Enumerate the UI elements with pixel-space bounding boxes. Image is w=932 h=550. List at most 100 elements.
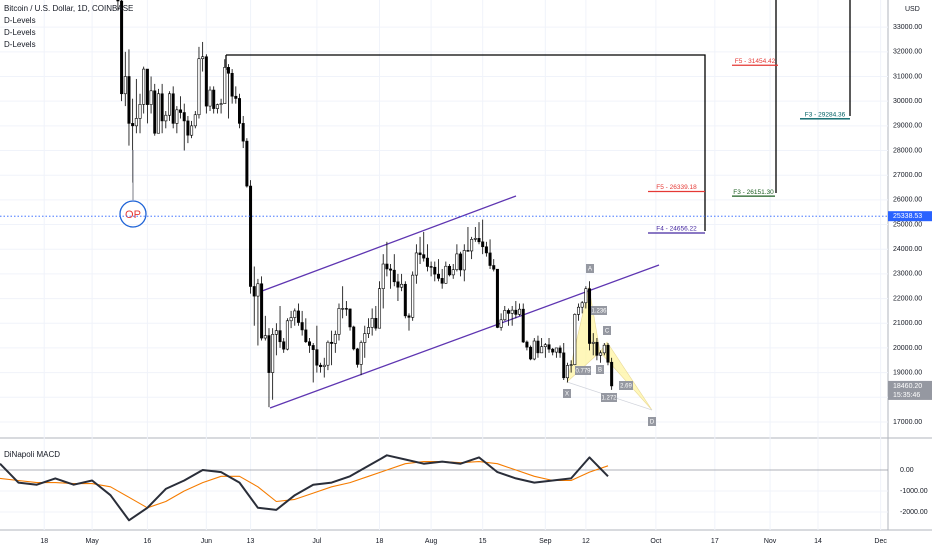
candle-body — [330, 341, 334, 344]
label-box — [563, 389, 571, 398]
candle-body — [230, 72, 234, 97]
price-label: 25338.53 — [893, 213, 922, 220]
x-tick-label: 18 — [40, 538, 48, 545]
candle-body — [569, 364, 573, 366]
candle-body — [573, 314, 577, 366]
candle-body — [459, 253, 463, 271]
pattern-point: C — [605, 329, 610, 335]
candle-body — [204, 56, 208, 107]
candle-body — [389, 268, 393, 271]
candle-body — [127, 76, 131, 124]
candle-body — [319, 364, 323, 367]
y-tick-label: 21000.00 — [893, 320, 922, 327]
candle-body — [392, 269, 396, 283]
candle-body — [576, 306, 580, 315]
x-tick-label: 12 — [582, 538, 590, 545]
candle-body — [208, 89, 212, 107]
candle-body — [359, 342, 363, 365]
label-box — [586, 264, 594, 273]
candle-body — [293, 310, 297, 318]
candle-body — [536, 340, 540, 354]
x-tick-label: May — [85, 538, 99, 545]
candle-body — [344, 308, 348, 310]
candle-body — [518, 308, 522, 315]
candle-body — [481, 241, 485, 248]
last-price-box — [888, 380, 932, 400]
label-box — [575, 366, 591, 375]
candle-body — [448, 265, 452, 276]
candle-body — [543, 344, 547, 347]
candle-body — [337, 308, 341, 335]
candle-body — [263, 335, 267, 339]
candle-body — [477, 238, 481, 243]
macd-tick-label: -1000.00 — [900, 488, 928, 495]
candle-body — [606, 344, 610, 363]
candle-body — [333, 334, 337, 344]
candle-body — [149, 90, 153, 105]
candle-body — [565, 365, 569, 379]
candle-body — [411, 274, 415, 318]
candle-body — [285, 320, 289, 350]
candle-body — [429, 266, 433, 268]
candle-body — [182, 112, 186, 122]
pattern-ratio: 1.272 — [601, 396, 617, 402]
macd-line — [0, 454, 609, 522]
candle-body — [462, 250, 466, 271]
macd-tick-label: 0.00 — [900, 467, 914, 474]
label-box — [596, 365, 604, 374]
candle-body — [562, 352, 566, 379]
candle-body — [422, 254, 426, 259]
channel-line — [261, 195, 517, 292]
candle-body — [418, 252, 422, 255]
y-tick-label: 22000.00 — [893, 295, 922, 302]
label-box — [603, 326, 611, 335]
pattern-point: X — [565, 392, 569, 398]
candle-body — [123, 76, 127, 95]
y-tick-label: 27000.00 — [893, 172, 922, 179]
candle-body — [153, 90, 157, 134]
chart-title: Bitcoin / U.S. Dollar, 1D, COINBASE — [4, 4, 133, 13]
candle-body — [267, 335, 271, 373]
candle-body — [492, 265, 496, 270]
price-label-box — [888, 211, 932, 222]
candle-body — [300, 322, 304, 331]
x-tick-label: Nov — [764, 538, 777, 545]
candle-body — [138, 104, 142, 119]
candle-body — [433, 266, 437, 275]
op-label: OP — [125, 209, 141, 221]
label-box — [619, 381, 633, 390]
y-tick-label: 20000.00 — [893, 345, 922, 352]
candle-body — [164, 114, 168, 122]
candle-body — [558, 347, 562, 354]
candle-body — [190, 125, 194, 136]
candle-body — [219, 103, 223, 105]
candle-body — [407, 315, 411, 318]
label-box — [648, 417, 656, 426]
x-tick-label: Aug — [425, 538, 438, 545]
macd-line — [0, 461, 609, 509]
candle-body — [234, 95, 238, 99]
candle-body — [260, 283, 264, 339]
candle-body — [599, 352, 603, 356]
indicator-label: D-Levels — [4, 28, 36, 37]
candle-body — [381, 263, 385, 290]
candle-body — [223, 67, 227, 104]
countdown-label: 15:35:46 — [893, 392, 920, 399]
pattern-labels: X A B C D 0.779 1.236 2.69 1.272 — [563, 264, 656, 426]
x-tick-label: Jul — [312, 538, 321, 545]
last-price-label: 18460.20 — [893, 383, 922, 390]
candle-body — [532, 340, 536, 360]
indicator-label: D-Levels — [4, 40, 36, 49]
y-tick-label: 24000.00 — [893, 246, 922, 253]
y-tick-label: 32000.00 — [893, 49, 922, 56]
candle-body — [584, 288, 588, 304]
x-tick-label: Jun — [201, 538, 212, 545]
macd-tick-label: -2000.00 — [900, 509, 928, 516]
candle-body — [521, 308, 525, 343]
candle-body — [385, 263, 389, 270]
candle-body — [241, 123, 245, 142]
candle-body — [510, 309, 514, 314]
pattern-point: D — [650, 420, 655, 426]
x-tick-label: Sep — [539, 538, 552, 545]
